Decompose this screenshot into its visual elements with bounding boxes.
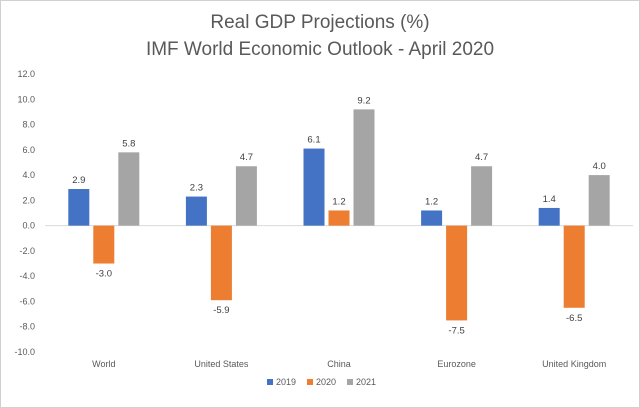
y-tick-label: 6.0 xyxy=(22,145,35,155)
bar xyxy=(93,225,115,264)
data-label: 2.9 xyxy=(72,175,85,186)
y-tick-label: 10.0 xyxy=(17,94,35,104)
bar xyxy=(68,188,90,226)
y-tick-label: 2.0 xyxy=(22,195,35,205)
chart-title: Real GDP Projections (%) xyxy=(210,12,430,33)
legend-label: 2020 xyxy=(316,377,336,387)
bar xyxy=(538,207,560,226)
x-tick-label: United Kingdom xyxy=(542,359,606,369)
legend-label: 2021 xyxy=(356,377,376,387)
data-label: -3.0 xyxy=(96,269,112,280)
bar xyxy=(421,210,443,226)
data-label: 4.0 xyxy=(593,161,606,172)
legend-swatch xyxy=(347,379,353,385)
legend-label: 2019 xyxy=(276,377,296,387)
bar xyxy=(353,109,375,226)
data-label: 4.7 xyxy=(240,152,253,163)
y-tick-label: 0.0 xyxy=(22,221,35,231)
x-tick-label: United States xyxy=(194,359,249,369)
y-tick-label: -6.0 xyxy=(19,296,35,306)
y-tick-label: -10.0 xyxy=(14,347,35,357)
chart-subtitle: IMF World Economic Outlook - April 2020 xyxy=(145,39,495,60)
data-label: 9.2 xyxy=(357,95,370,106)
y-tick-label: 8.0 xyxy=(22,120,35,130)
data-label: 2.3 xyxy=(190,183,203,194)
y-tick-label: -4.0 xyxy=(19,271,35,281)
bar xyxy=(118,152,140,226)
data-label: -7.5 xyxy=(448,325,464,336)
bar xyxy=(471,166,493,226)
data-label: 4.7 xyxy=(475,152,488,163)
y-tick-label: -8.0 xyxy=(19,322,35,332)
data-label: -6.5 xyxy=(566,313,582,324)
bar xyxy=(235,166,257,226)
y-tick-label: -2.0 xyxy=(19,246,35,256)
bar xyxy=(185,196,207,226)
data-label: 1.2 xyxy=(425,196,438,207)
bar xyxy=(303,148,325,226)
bar xyxy=(588,175,610,226)
data-label: -5.9 xyxy=(213,305,229,316)
bar xyxy=(446,225,468,321)
data-label: 1.4 xyxy=(543,194,556,205)
data-label: 1.2 xyxy=(332,196,345,207)
legend-swatch xyxy=(267,379,273,385)
bar xyxy=(210,225,232,301)
data-label: 5.8 xyxy=(122,138,135,149)
bar xyxy=(563,225,585,308)
y-tick-label: 12.0 xyxy=(17,69,35,79)
x-tick-label: World xyxy=(92,359,115,369)
data-label: 6.1 xyxy=(307,135,320,146)
x-tick-label: Eurozone xyxy=(437,359,476,369)
y-tick-label: 4.0 xyxy=(22,170,35,180)
legend-swatch xyxy=(307,379,313,385)
bar xyxy=(328,210,350,226)
x-tick-label: China xyxy=(327,359,351,369)
